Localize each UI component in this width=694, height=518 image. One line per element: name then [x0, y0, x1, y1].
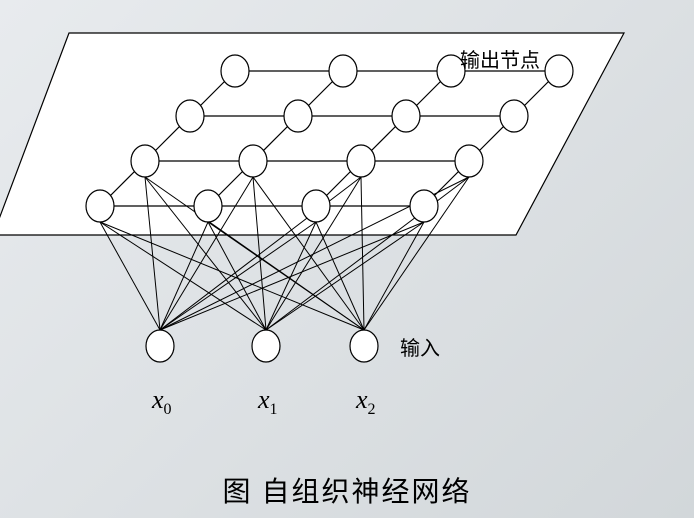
x1-label: x1: [258, 385, 278, 419]
input-nodes: [146, 330, 378, 362]
x0-label: x0: [152, 385, 172, 419]
som-diagram: [0, 0, 694, 518]
output-nodes-label: 输出节点: [460, 44, 540, 73]
input-label: 输入: [400, 332, 440, 361]
x2-label: x2: [356, 385, 376, 419]
figure-caption: 图 自组织神经网络: [0, 470, 694, 510]
